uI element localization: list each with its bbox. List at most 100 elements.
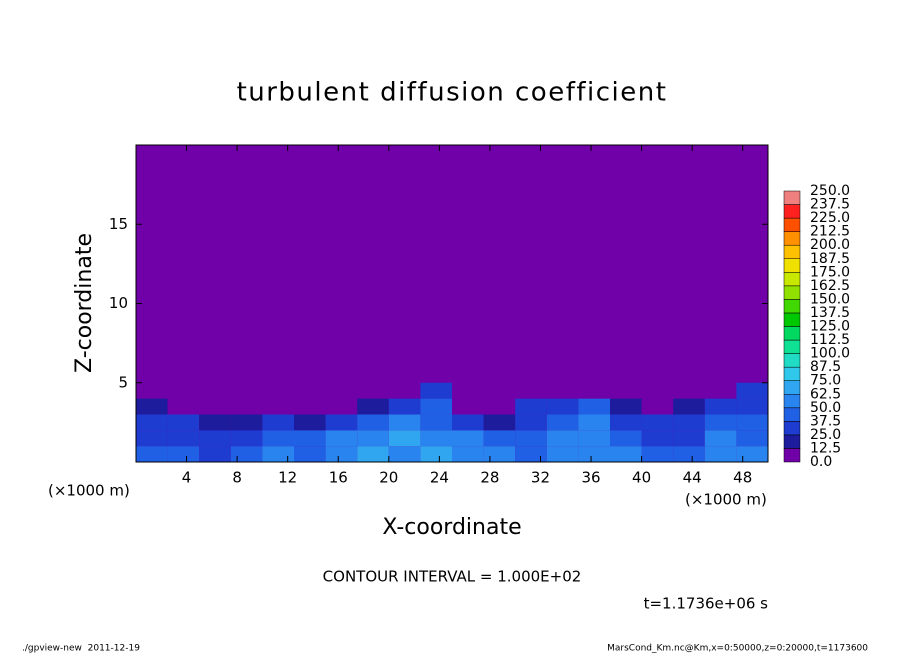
contour-cell <box>641 382 674 399</box>
contour-cell <box>704 414 737 431</box>
contour-cell <box>641 414 674 431</box>
contour-cell <box>388 430 421 447</box>
colorbar-label: 50.0 <box>810 400 841 416</box>
contour-cell <box>610 414 642 431</box>
contour-cell <box>673 446 705 462</box>
colorbar-swatch <box>783 326 801 341</box>
contour-cell <box>230 430 263 447</box>
contour-cell <box>704 430 737 447</box>
contour-cell <box>578 398 610 415</box>
contour-cell <box>325 398 358 415</box>
contour-cell <box>673 398 705 415</box>
contour-cell <box>483 430 516 447</box>
contour-cell <box>357 382 389 399</box>
y-unit: (×1000 m) <box>48 482 130 500</box>
contour-cell <box>483 446 516 462</box>
contour-cell <box>294 382 326 399</box>
colorbar-swatch <box>783 190 801 205</box>
contour-cell <box>294 414 326 431</box>
x-tick-label: 4 <box>182 469 192 487</box>
contour-cell <box>325 382 358 399</box>
contour-cell <box>262 398 294 415</box>
contour-cell <box>388 446 421 462</box>
contour-cell <box>515 382 547 399</box>
contour-cell <box>546 430 579 447</box>
contour-cell <box>736 398 768 415</box>
contour-cell <box>420 414 452 431</box>
contour-cell <box>357 430 389 447</box>
contour-cell <box>452 414 484 431</box>
colorbar-swatch <box>783 448 801 463</box>
contour-cell <box>736 382 768 399</box>
colorbar-swatch <box>783 231 801 246</box>
contour-cell <box>167 430 200 447</box>
contour-cell <box>357 414 389 431</box>
contour-cell <box>294 430 326 447</box>
contour-cell <box>515 430 547 447</box>
footer-left: ./gpview-new 2011-12-19 <box>22 644 140 654</box>
colorbar-label: 237.5 <box>810 197 850 213</box>
contour-cell <box>325 414 358 431</box>
contour-cell <box>136 382 168 399</box>
contour-cell <box>262 414 294 431</box>
contour-cell <box>230 398 263 415</box>
contour-cell <box>388 382 421 399</box>
contour-cell <box>230 382 263 399</box>
time-label: t=1.1736e+06 s <box>644 595 769 613</box>
contour-cell <box>452 398 484 415</box>
x-tick-label: 12 <box>278 469 297 487</box>
colorbar-label: 250.0 <box>810 183 850 199</box>
chart-title: turbulent diffusion coefficient <box>237 78 668 108</box>
contour-cell <box>610 430 642 447</box>
contour-cell <box>230 414 263 431</box>
colorbar-swatch <box>783 366 801 381</box>
colorbar-label: 225.0 <box>810 210 850 226</box>
colorbar-swatch <box>783 434 801 449</box>
contour-cell <box>704 382 737 399</box>
colorbar-swatch <box>783 394 801 409</box>
colorbar-swatch <box>783 244 801 259</box>
colorbar-swatch <box>783 258 801 273</box>
x-tick-label: 28 <box>480 469 499 487</box>
colorbar-label: 175.0 <box>810 264 850 280</box>
contour-cell <box>167 398 200 415</box>
contour-cell <box>515 398 547 415</box>
x-tick-label: 48 <box>733 469 752 487</box>
colorbar-label: 112.5 <box>810 332 850 348</box>
contour-cell <box>167 446 200 462</box>
contour-cell <box>546 446 579 462</box>
contour-cell <box>610 398 642 415</box>
colorbar-swatch <box>783 312 801 327</box>
contour-cell <box>199 382 231 399</box>
colorbar-label: 150.0 <box>810 291 850 307</box>
colorbar-swatch <box>783 299 801 314</box>
contour-cell <box>673 382 705 399</box>
contour-cell <box>483 398 516 415</box>
contour-cell <box>136 446 168 462</box>
contour-cell <box>262 446 294 462</box>
contour-cell <box>546 398 579 415</box>
contour-cell <box>673 414 705 431</box>
contour-cell <box>388 414 421 431</box>
colorbar-label: 162.5 <box>810 278 850 294</box>
contour-cell <box>578 430 610 447</box>
contour-cell <box>357 446 389 462</box>
contour-cell <box>515 446 547 462</box>
colorbar-label: 12.5 <box>810 440 841 456</box>
y-axis-label: Z-coordinate <box>72 233 97 373</box>
x-tick-label: 16 <box>329 469 348 487</box>
contour-cell <box>199 430 231 447</box>
contour-cell <box>420 398 452 415</box>
x-tick-label: 44 <box>683 469 702 487</box>
colorbar-label: 75.0 <box>810 373 841 389</box>
colorbar-swatch <box>783 204 801 219</box>
contour-cell <box>610 446 642 462</box>
x-tick-label: 32 <box>531 469 550 487</box>
x-tick-label: 40 <box>632 469 651 487</box>
contour-cell <box>262 382 294 399</box>
contour-cell <box>294 398 326 415</box>
contour-cell <box>167 414 200 431</box>
x-tick-label: 8 <box>232 469 242 487</box>
colorbar-swatch <box>783 421 801 436</box>
